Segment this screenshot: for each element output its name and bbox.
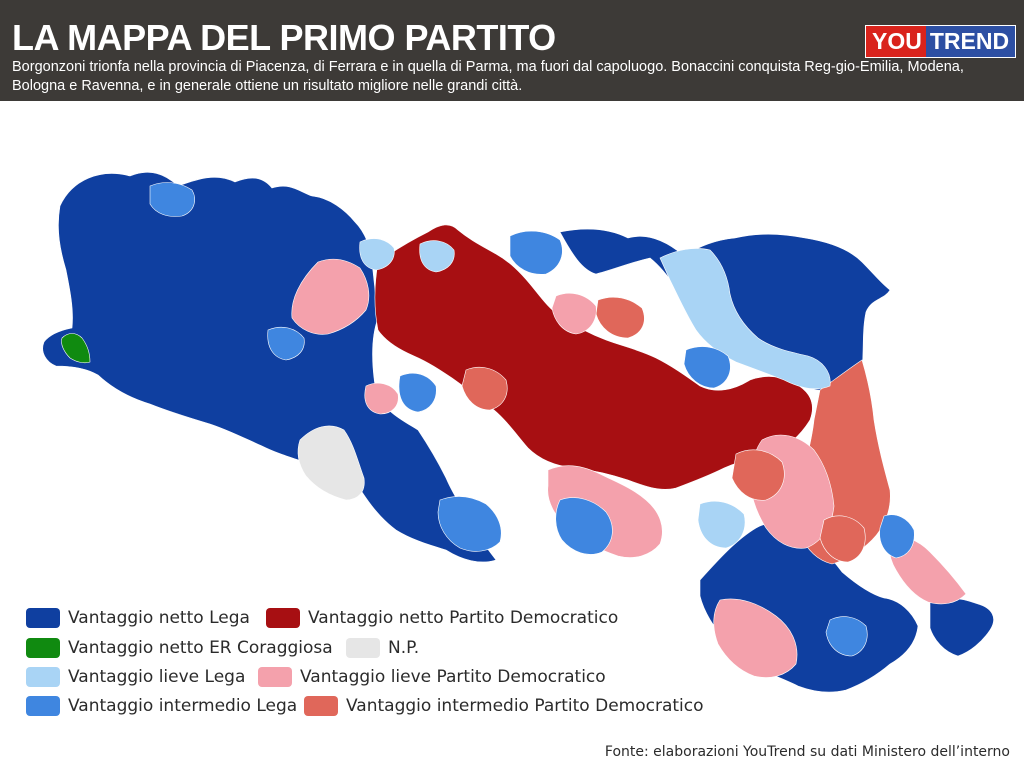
emilia-romagna-map [42,172,994,693]
region-np-grey [297,425,365,501]
page-title: LA MAPPA DEL PRIMO PARTITO [12,17,556,58]
region-bologna-pd-intermedio [461,367,508,411]
region-westhill-lega-intermedio [267,326,305,361]
region-ferrara-lega-lieve [659,248,831,390]
source-credit: Fonte: elaborazioni YouTrend su dati Min… [604,744,1010,760]
region-forli-pd-intermedio [819,515,866,563]
region-emilia-lega-intermedio [398,373,437,413]
region-coast-lega-intermedio [879,514,915,559]
region-pink-bologna-pd-lieve [364,382,399,415]
region-bologna-lega-intermedio [437,496,502,552]
region-parma-pd-lieve [291,258,370,335]
region-cesena-pd-lieve [713,598,798,678]
region-piacenza-lega-intermedio [149,182,195,217]
page-subtitle: Borgonzoni trionfa nella provincia di Pi… [12,59,964,94]
region-pink-center-pd-lieve [551,293,597,335]
logo-trend-part: TREND [925,26,1016,57]
region-modena-lega-intermedio [555,497,613,555]
region-north-lega-intermedio [509,230,563,275]
region-apennine-lega-lieve [697,501,746,549]
region-parma-lega-lieve [359,238,395,271]
logo-you-part: YOU [866,26,926,57]
region-reggio-lega-lieve [419,240,455,273]
region-rimini-coast-pd-lieve [888,537,967,605]
region-imola-pd-intermedio [731,449,785,501]
region-southeast-lega-intermedio [825,616,868,657]
region-rimini-lega-netto [929,597,994,657]
region-west-lega-netto [42,172,497,563]
region-er-coraggiosa-netto [61,333,91,364]
header-bar: LA MAPPA DEL PRIMO PARTITO Borgonzoni tr… [0,0,1024,101]
region-reggio-pd-intermedio [595,296,645,339]
youtrend-logo: YOU TREND [865,25,1017,58]
region-ravenna-lega-intermedio [683,346,731,389]
